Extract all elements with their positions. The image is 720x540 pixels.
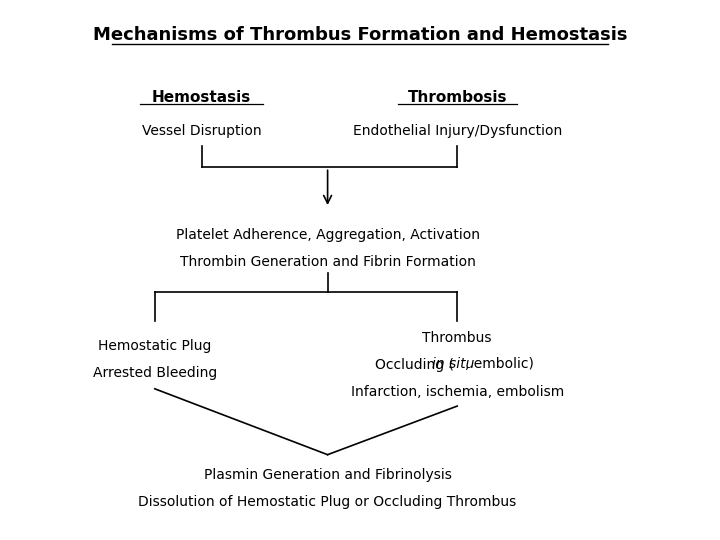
Text: Endothelial Injury/Dysfunction: Endothelial Injury/Dysfunction	[353, 124, 562, 138]
Text: in situ: in situ	[433, 357, 474, 372]
Text: Thrombosis: Thrombosis	[408, 90, 507, 105]
Text: Platelet Adherence, Aggregation, Activation: Platelet Adherence, Aggregation, Activat…	[176, 228, 480, 242]
Text: Arrested Bleeding: Arrested Bleeding	[93, 366, 217, 380]
Text: Dissolution of Hemostatic Plug or Occluding Thrombus: Dissolution of Hemostatic Plug or Occlud…	[138, 495, 517, 509]
Text: Mechanisms of Thrombus Formation and Hemostasis: Mechanisms of Thrombus Formation and Hem…	[93, 26, 627, 44]
Text: , embolic): , embolic)	[464, 357, 534, 372]
Text: Plasmin Generation and Fibrinolysis: Plasmin Generation and Fibrinolysis	[204, 468, 451, 482]
Text: Vessel Disruption: Vessel Disruption	[142, 124, 261, 138]
Text: Infarction, ischemia, embolism: Infarction, ischemia, embolism	[351, 384, 564, 399]
Text: Thrombin Generation and Fibrin Formation: Thrombin Generation and Fibrin Formation	[180, 255, 475, 269]
Text: Occluding (: Occluding (	[374, 357, 454, 372]
Text: Hemostasis: Hemostasis	[152, 90, 251, 105]
Text: Thrombus: Thrombus	[423, 330, 492, 345]
Text: Hemostatic Plug: Hemostatic Plug	[98, 339, 212, 353]
